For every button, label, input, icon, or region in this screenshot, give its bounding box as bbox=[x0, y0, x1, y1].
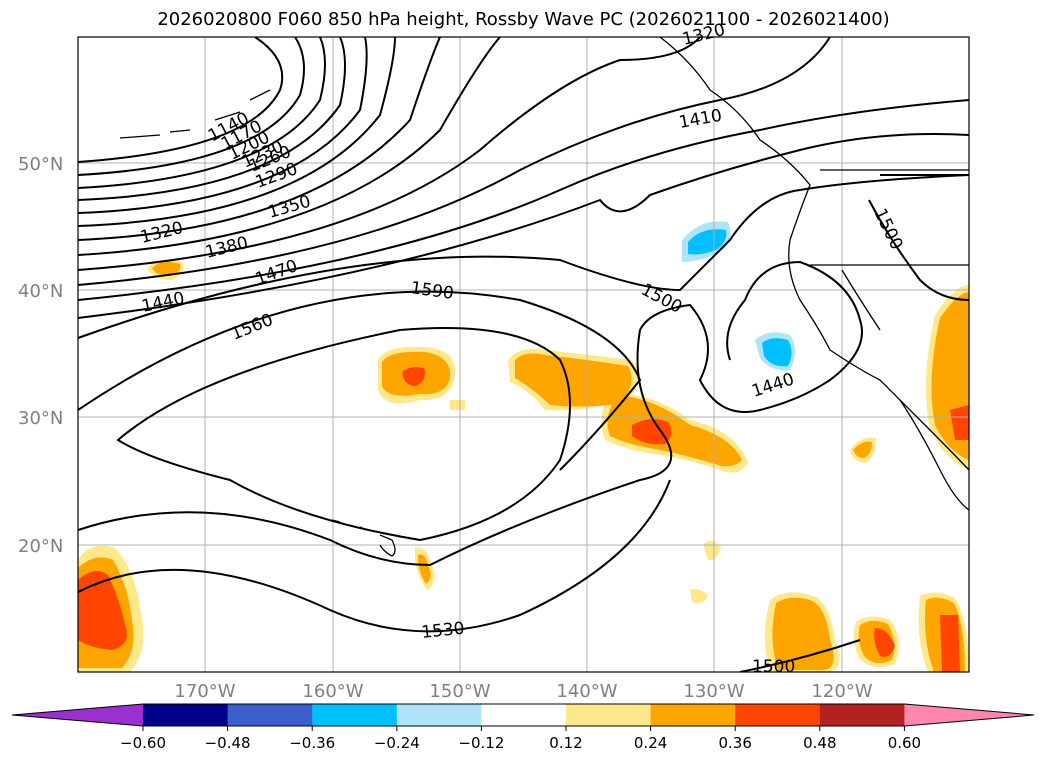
colorbar-tick-label: 0.60 bbox=[888, 734, 921, 752]
colorbar-tick-label: −0.12 bbox=[458, 734, 504, 752]
lon-label: 140°W bbox=[556, 681, 617, 702]
colorbar-tick-label: −0.24 bbox=[374, 734, 420, 752]
anomaly-blob bbox=[853, 441, 872, 458]
graticule bbox=[78, 37, 969, 672]
colorbar-tick-label: 0.12 bbox=[549, 734, 582, 752]
lat-label: 50°N bbox=[18, 154, 63, 175]
anomaly-blob bbox=[703, 540, 721, 561]
anomaly-blob bbox=[950, 405, 969, 440]
anomaly-blob bbox=[418, 554, 431, 584]
colorbar-segment bbox=[481, 704, 567, 726]
lat-label: 20°N bbox=[18, 536, 63, 557]
colorbar-segment bbox=[227, 704, 313, 726]
lon-label: 170°W bbox=[174, 681, 235, 702]
lat-label: 30°N bbox=[18, 408, 63, 429]
anomaly-blob bbox=[632, 419, 672, 445]
colorbar: −0.60 −0.48 −0.36 −0.24 −0.12 0.12 0.24 0.36 0.4… bbox=[11, 703, 1035, 752]
anomaly-blob bbox=[515, 353, 742, 467]
plot-frame bbox=[77, 36, 970, 673]
contour-label: 1500 bbox=[752, 657, 795, 677]
colorbar-tick-label: 0.48 bbox=[803, 734, 836, 752]
coastlines bbox=[119, 37, 969, 557]
lon-label: 120°W bbox=[811, 681, 872, 702]
colorbar-extend-low bbox=[12, 704, 143, 726]
colorbar-extend-high bbox=[904, 704, 1034, 726]
colorbar-segment bbox=[566, 704, 652, 726]
colorbar-segment bbox=[819, 704, 905, 726]
lon-label: 130°W bbox=[683, 681, 744, 702]
latitude-labels: 50°N 40°N 30°N 20°N bbox=[18, 154, 63, 557]
anomaly-shading bbox=[78, 221, 969, 672]
anomaly-blob bbox=[688, 229, 727, 255]
lon-label: 160°W bbox=[302, 681, 363, 702]
height-contours bbox=[78, 37, 969, 672]
anomaly-blob bbox=[874, 628, 895, 657]
colorbar-segment bbox=[312, 704, 398, 726]
lon-label: 150°W bbox=[429, 681, 490, 702]
anomaly-blob bbox=[450, 400, 465, 410]
anomaly-blob bbox=[940, 615, 960, 672]
map-title: 2026020800 F060 850 hPa height, Rossby W… bbox=[157, 9, 890, 30]
anomaly-blob bbox=[762, 338, 792, 367]
colorbar-tick-label: 0.24 bbox=[634, 734, 667, 752]
lat-label: 40°N bbox=[18, 281, 63, 302]
longitude-labels: 170°W 160°W 150°W 140°W 130°W 120°W bbox=[174, 681, 872, 702]
anomaly-blob bbox=[78, 571, 127, 650]
colorbar-segment bbox=[143, 704, 229, 726]
anomaly-blob bbox=[152, 261, 181, 276]
colorbar-tick-label: −0.36 bbox=[289, 734, 335, 752]
colorbar-segment bbox=[396, 704, 482, 726]
colorbar-tick-label: 0.36 bbox=[718, 734, 751, 752]
anomaly-blob bbox=[402, 367, 425, 386]
colorbar-tick-label: −0.48 bbox=[205, 734, 251, 752]
anomaly-blob bbox=[690, 588, 708, 604]
colorbar-segment bbox=[735, 704, 821, 726]
contour-label: 1530 bbox=[420, 619, 465, 643]
colorbar-segment bbox=[650, 704, 736, 726]
colorbar-tick-label: −0.60 bbox=[120, 734, 166, 752]
